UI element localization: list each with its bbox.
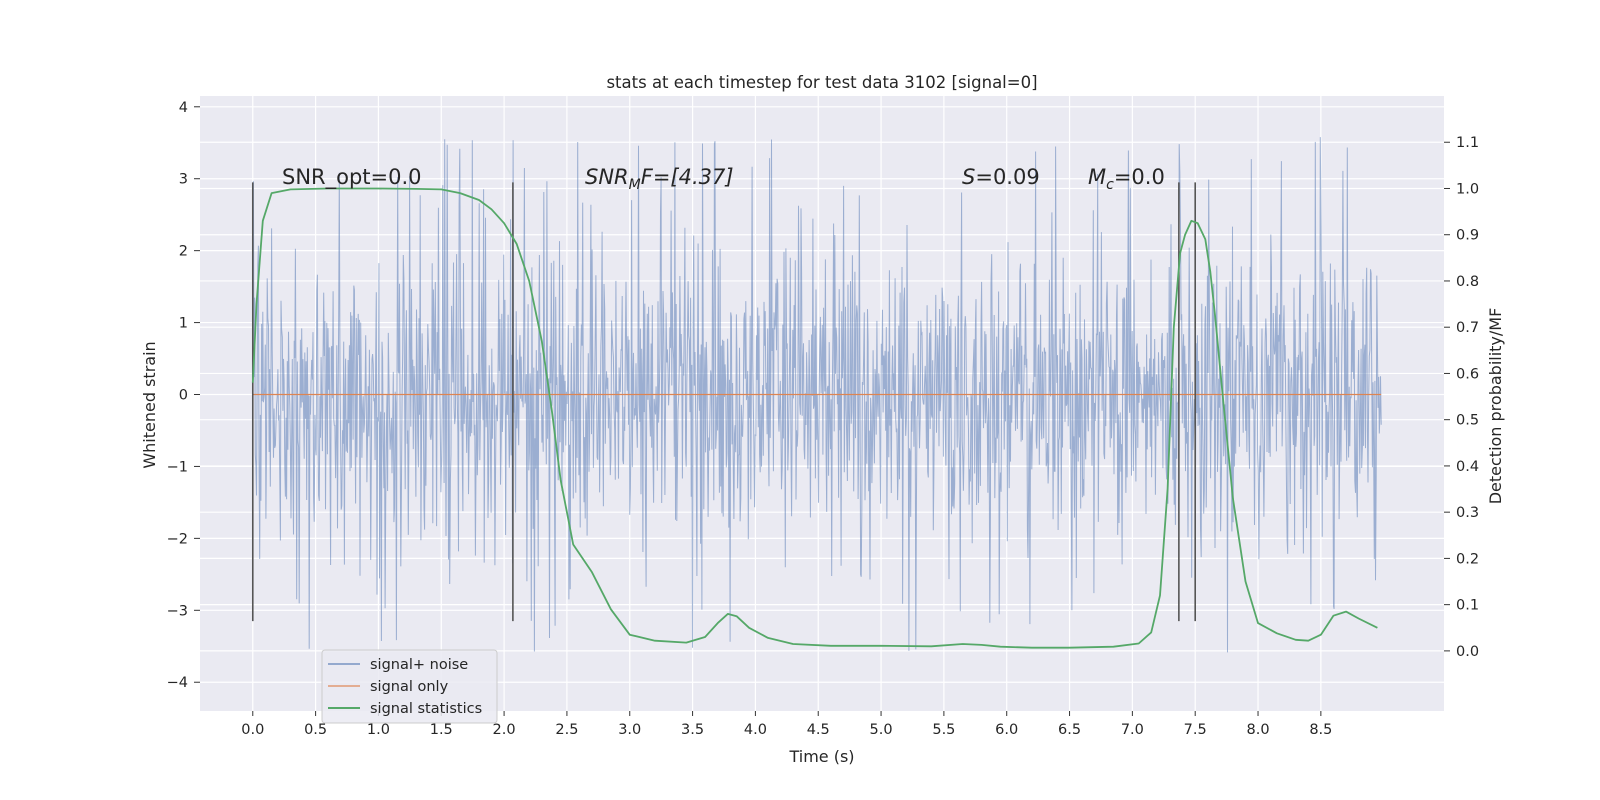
y-axis-label: Whitened strain [140,341,159,468]
y-tick-label: 1 [179,316,188,332]
mc-symbol: M [1088,165,1106,189]
y2-tick-label: 0.8 [1456,274,1479,290]
y-tick-label: 2 [179,244,188,260]
y2-tick-label: 0.5 [1456,413,1479,429]
x-tick-label: 7.5 [1184,722,1207,738]
snr-opt-annotation: SNR_opt=0.0 [282,165,422,190]
s-value: =0.09 [975,165,1039,189]
x-tick-label: 6.5 [1058,722,1081,738]
y-tick-label: 4 [179,100,188,116]
y2-tick-label: 0.2 [1456,551,1479,567]
signal-statistics-line [251,187,1378,649]
x-axis-label: Time (s) [788,747,854,766]
x-tick-label: 8.5 [1309,722,1332,738]
mc-annotation: Mc=0.0 [1088,165,1165,193]
noise-series [252,137,1382,653]
y2-tick-label: 1.1 [1456,135,1479,151]
x-tick-label: 6.0 [995,722,1018,738]
x-axis-ticks: 0.0 0.5 1.0 1.5 2.0 2.5 3.0 3.5 4.0 4.5 5.0 5.5 6.0 6… [241,711,1332,738]
s-symbol: S [962,165,975,189]
x-tick-label: 7.0 [1121,722,1144,738]
x-tick-label: 0.0 [241,722,264,738]
s-annotation: S=0.09 [962,165,1040,189]
x-tick-label: 3.0 [618,722,641,738]
x-tick-label: 4.0 [744,722,767,738]
y2-axis-label: Detection probability/MF [1486,308,1505,505]
x-tick-label: 3.5 [681,722,704,738]
y2-tick-label: 0.0 [1456,644,1479,660]
y2-tick-label: 0.9 [1456,228,1479,244]
legend-noise-label: signal+ noise [370,657,468,673]
y2-tick-label: 0.4 [1456,459,1479,475]
left-y-axis-ticks: −4 −3 −2 −1 0 1 2 3 4 [167,100,200,691]
chart-title: stats at each timestep for test data 310… [606,73,1037,92]
y-tick-label: 3 [179,172,188,188]
x-tick-label: 5.5 [932,722,955,738]
y-tick-label: −4 [167,675,188,691]
y-tick-label: −2 [167,531,188,547]
x-tick-label: 1.0 [367,722,390,738]
y-tick-label: 0 [179,388,188,404]
x-tick-label: 2.0 [493,722,516,738]
x-tick-label: 5.0 [870,722,893,738]
grid [200,96,1444,711]
y2-tick-label: 0.6 [1456,366,1479,382]
y2-tick-label: 1.0 [1456,181,1479,197]
snr-mf-value: F=[4.37] [641,165,734,189]
snr-mf-subscript: M [629,177,641,193]
mc-value: =0.0 [1114,165,1165,189]
y-tick-label: −1 [167,459,188,475]
x-tick-label: 0.5 [304,722,327,738]
snr-mf-annotation: SNRMF=[4.37] [585,165,734,193]
y-tick-label: −3 [167,603,188,619]
right-y-axis-ticks: 0.0 0.1 0.2 0.3 0.4 0.5 0.6 0.7 0.8 0.9 1.0 1.1 [1444,135,1479,660]
y2-tick-label: 0.1 [1456,598,1479,614]
mc-subscript: c [1106,177,1114,193]
x-tick-label: 1.5 [430,722,453,738]
legend: signal+ noise signal only signal statist… [321,649,498,724]
snr-mf-main: SNR [585,165,629,189]
x-tick-label: 8.0 [1246,722,1269,738]
legend-signal-label: signal only [370,679,449,695]
x-tick-label: 2.5 [555,722,578,738]
legend-box [321,649,498,724]
y2-tick-label: 0.7 [1456,320,1479,336]
y2-tick-label: 0.3 [1456,505,1479,521]
x-tick-label: 4.5 [807,722,830,738]
legend-stats-label: signal statistics [370,701,482,717]
noise-trace [252,137,1382,653]
vertical-markers [251,182,1196,622]
